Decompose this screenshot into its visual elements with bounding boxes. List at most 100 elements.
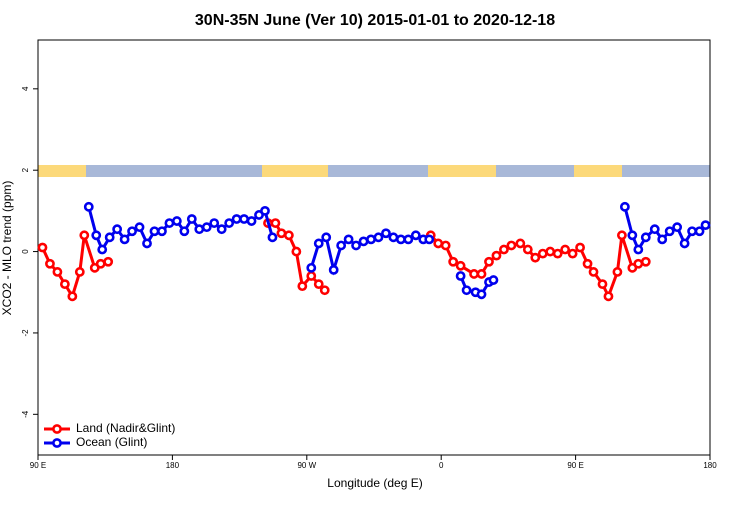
data-point [164, 218, 175, 228]
data-point [619, 201, 630, 212]
data-point [582, 258, 593, 269]
data-point [627, 230, 638, 241]
data-point [79, 230, 90, 241]
data-point [103, 256, 114, 267]
data-point [224, 218, 235, 228]
data-point [588, 267, 599, 277]
data-point [319, 285, 330, 296]
data-point [67, 291, 78, 302]
data-point [209, 218, 220, 228]
data-point [491, 250, 502, 261]
data-point [388, 232, 399, 243]
x-tick-label: 90 E [30, 461, 46, 470]
data-point [52, 267, 63, 277]
x-tick-label: 180 [166, 461, 180, 470]
data-point [537, 248, 548, 259]
data-point [410, 230, 421, 241]
y-tick-label: 0 [21, 249, 30, 254]
data-point [424, 234, 435, 245]
data-point [179, 226, 190, 237]
data-point [276, 228, 287, 239]
data-point [306, 262, 317, 273]
data-point [381, 228, 391, 239]
data-point [306, 271, 317, 281]
data-point [95, 258, 106, 269]
data-point [694, 226, 705, 237]
plot-frame [37, 39, 711, 456]
data-point [469, 269, 479, 279]
data-point [679, 238, 690, 249]
data-point [395, 234, 406, 245]
data-point [455, 271, 466, 281]
data-point [45, 258, 55, 269]
data-point [664, 226, 675, 237]
data-point [597, 279, 608, 290]
land-strip [262, 165, 328, 177]
legend-marker [52, 424, 62, 434]
data-point [351, 240, 361, 251]
data-point [343, 234, 354, 245]
data-point [476, 289, 487, 300]
data-point [373, 232, 384, 243]
legend-label: Ocean (Glint) [76, 435, 147, 449]
data-point [506, 240, 517, 251]
data-point [328, 264, 339, 275]
data-point [186, 214, 197, 224]
data-point [336, 240, 347, 251]
data-point [657, 234, 668, 245]
data-point [171, 216, 182, 226]
data-point [545, 246, 556, 257]
data-point [455, 260, 466, 271]
data-point [134, 222, 145, 233]
x-axis-label: Longitude (deg E) [327, 476, 422, 490]
data-point [560, 244, 571, 255]
data-point [461, 285, 472, 296]
data-point [552, 248, 563, 259]
data-point [216, 224, 227, 235]
land-strip [574, 165, 622, 177]
data-point [59, 279, 70, 290]
data-point [448, 256, 459, 267]
data-point [246, 216, 257, 226]
legend-marker [52, 438, 62, 448]
data-point [74, 267, 85, 277]
data-point [700, 220, 711, 231]
data-point [433, 238, 444, 249]
data-point [567, 248, 578, 259]
data-point [283, 230, 294, 241]
chart-title: 30N-35N June (Ver 10) 2015-01-01 to 2020… [195, 12, 555, 29]
data-point [440, 240, 451, 251]
y-tick-label: 2 [21, 167, 30, 172]
data-point [530, 252, 541, 263]
data-point [149, 226, 160, 237]
data-point [687, 226, 697, 237]
data-point [97, 244, 108, 255]
data-point [640, 256, 651, 267]
data-point [403, 234, 414, 245]
data-point [488, 275, 499, 285]
data-point [119, 234, 130, 245]
data-point [313, 279, 324, 290]
data-point [104, 232, 115, 243]
data-point [522, 244, 533, 255]
land-strip [428, 165, 496, 177]
y-tick-label: 4 [21, 86, 30, 91]
data-point [270, 218, 281, 228]
data-point [672, 222, 683, 233]
land-strip [38, 165, 86, 177]
data-point [366, 234, 376, 245]
data-point [127, 226, 137, 237]
data-point [231, 214, 242, 224]
x-tick-label: 0 [439, 461, 444, 470]
data-point [603, 291, 614, 302]
ocean-strip [38, 165, 710, 177]
data-point [313, 238, 324, 249]
data-point [515, 238, 526, 249]
data-point [239, 214, 249, 224]
legend-label: Land (Nadir&Glint) [76, 421, 175, 435]
x-tick-label: 90 W [297, 461, 316, 470]
data-point [37, 242, 48, 253]
data-point [83, 201, 94, 212]
data-point [321, 232, 332, 243]
data-point [91, 230, 102, 241]
